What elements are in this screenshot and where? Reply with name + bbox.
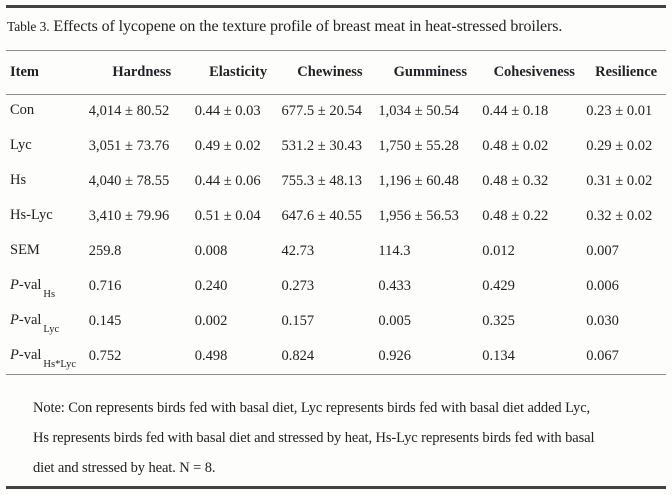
table-cell: 0.006 bbox=[586, 278, 619, 294]
table-row-lyc: Lyc 3,051 ± 73.76 0.49 ± 0.02 531.2 ± 30… bbox=[6, 129, 666, 164]
table-cell: 1,034 ± 50.54 bbox=[378, 103, 459, 120]
table-cell: 259.8 bbox=[88, 243, 122, 259]
table-cell: 114.3 bbox=[378, 243, 411, 259]
table-cell: 0.44 ± 0.18 bbox=[482, 103, 549, 120]
table-cell: 0.752 bbox=[88, 347, 122, 364]
table-cell: 0.51 ± 0.04 bbox=[194, 208, 261, 224]
table-cell: 0.012 bbox=[482, 243, 515, 259]
footnote-line: diet and stressed by heat. N = 8. bbox=[33, 459, 216, 476]
column-header-gumminess: Gumminess bbox=[378, 51, 483, 95]
bottom-rule bbox=[6, 485, 666, 489]
table-number-label: Table 3. bbox=[7, 19, 50, 34]
table-cell: 4,040 ± 78.55 bbox=[88, 173, 170, 189]
table-cell: 42.73 bbox=[281, 243, 315, 259]
table-cell: 0.273 bbox=[281, 278, 315, 294]
table-cell: 0.145 bbox=[88, 313, 122, 329]
table-cell: 0.44 ± 0.06 bbox=[194, 173, 261, 189]
table-cell: 0.824 bbox=[281, 347, 315, 364]
table-cell: 755.3 ± 48.13 bbox=[281, 173, 362, 189]
row-label: Lyc bbox=[10, 137, 32, 154]
table-cell: 0.29 ± 0.02 bbox=[586, 138, 653, 154]
table-cell: 0.134 bbox=[482, 347, 515, 364]
column-header-resilience: Resilience bbox=[586, 51, 666, 95]
table-cell: 0.49 ± 0.02 bbox=[194, 138, 261, 154]
footnote-line: Note: Con represents birds fed with basa… bbox=[33, 399, 591, 416]
table-cell: 1,956 ± 56.53 bbox=[378, 208, 459, 224]
table-cell: 0.325 bbox=[482, 313, 515, 329]
table-cell: 0.48 ± 0.32 bbox=[482, 173, 549, 189]
table-cell: 0.240 bbox=[194, 278, 228, 294]
footnote-line: Hs represents birds fed with basal diet … bbox=[33, 429, 595, 446]
row-label: Con bbox=[10, 102, 35, 119]
row-label: SEM bbox=[10, 242, 40, 259]
table-cell: 0.030 bbox=[586, 313, 619, 329]
table-cell: 0.002 bbox=[194, 313, 228, 329]
table-cell: 1,196 ± 60.48 bbox=[378, 173, 459, 189]
table-row-hs-lyc: Hs-Lyc 3,410 ± 79.96 0.51 ± 0.04 647.6 ±… bbox=[6, 199, 666, 234]
column-header-hardness: Hardness bbox=[88, 51, 195, 95]
table-row-hs: Hs 4,040 ± 78.55 0.44 ± 0.06 755.3 ± 48.… bbox=[6, 164, 666, 199]
table-cell: 3,410 ± 79.96 bbox=[88, 208, 170, 224]
table-row-pval-hs-lyc: P-valHs*Lyc 0.752 0.498 0.824 0.926 0.13… bbox=[6, 339, 666, 374]
table-cell: 0.48 ± 0.02 bbox=[482, 138, 549, 154]
column-header-chewiness: Chewiness bbox=[281, 51, 379, 95]
table-cell: 0.23 ± 0.01 bbox=[586, 103, 653, 120]
column-header-elasticity: Elasticity bbox=[194, 51, 282, 95]
texture-profile-table: Item Hardness Elasticity Chewiness Gummi… bbox=[6, 51, 666, 375]
table-cell: 0.433 bbox=[378, 278, 411, 294]
top-rule bbox=[6, 5, 666, 8]
column-header-cohesiveness: Cohesiveness bbox=[482, 51, 587, 95]
table-caption-text: Effects of lycopene on the texture profi… bbox=[53, 18, 563, 35]
table-figure: Table 3. Effects of lycopene on the text… bbox=[0, 5, 672, 489]
table-cell: 0.48 ± 0.22 bbox=[482, 208, 549, 224]
table-footnote: Note: Con represents birds fed with basa… bbox=[33, 393, 666, 483]
table-cell: 0.31 ± 0.02 bbox=[586, 173, 653, 189]
table-caption: Table 3. Effects of lycopene on the text… bbox=[7, 14, 666, 39]
table-row-pval-hs: P-valHs 0.716 0.240 0.273 0.433 0.429 0.… bbox=[6, 269, 666, 304]
table-cell: 0.008 bbox=[194, 243, 228, 259]
table-cell: 4,014 ± 80.52 bbox=[88, 103, 170, 120]
row-label: P-valHs bbox=[10, 277, 56, 300]
table-cell: 0.32 ± 0.02 bbox=[586, 208, 653, 224]
table-cell: 0.005 bbox=[378, 313, 411, 329]
table-cell: 1,750 ± 55.28 bbox=[378, 138, 459, 154]
table-cell: 0.007 bbox=[586, 243, 619, 259]
table-row-con: Con 4,014 ± 80.52 0.44 ± 0.03 677.5 ± 20… bbox=[6, 94, 666, 129]
table-cell: 0.498 bbox=[194, 347, 228, 364]
column-header-item: Item bbox=[6, 51, 89, 95]
table-cell: 3,051 ± 73.76 bbox=[88, 138, 170, 154]
header-row: Item Hardness Elasticity Chewiness Gummi… bbox=[6, 51, 666, 95]
table-row-sem: SEM 259.8 0.008 42.73 114.3 0.012 0.007 bbox=[6, 234, 666, 269]
row-label: P-valLyc bbox=[10, 312, 60, 335]
row-label: Hs bbox=[10, 172, 27, 189]
table-cell: 677.5 ± 20.54 bbox=[281, 103, 362, 120]
table-cell: 0.157 bbox=[281, 313, 315, 329]
table-cell: 647.6 ± 40.55 bbox=[281, 208, 362, 224]
table-cell: 0.067 bbox=[586, 347, 619, 364]
table-cell: 0.926 bbox=[378, 347, 411, 364]
table-cell: 0.716 bbox=[88, 278, 122, 294]
table-cell: 0.44 ± 0.03 bbox=[194, 103, 261, 120]
table-cell: 0.429 bbox=[482, 278, 515, 294]
table-cell: 531.2 ± 30.43 bbox=[281, 138, 362, 154]
row-label: Hs-Lyc bbox=[10, 207, 53, 224]
row-label: P-valHs*Lyc bbox=[10, 346, 77, 370]
table-row-pval-lyc: P-valLyc 0.145 0.002 0.157 0.005 0.325 0… bbox=[6, 304, 666, 339]
caption-divider-rule bbox=[6, 50, 666, 51]
